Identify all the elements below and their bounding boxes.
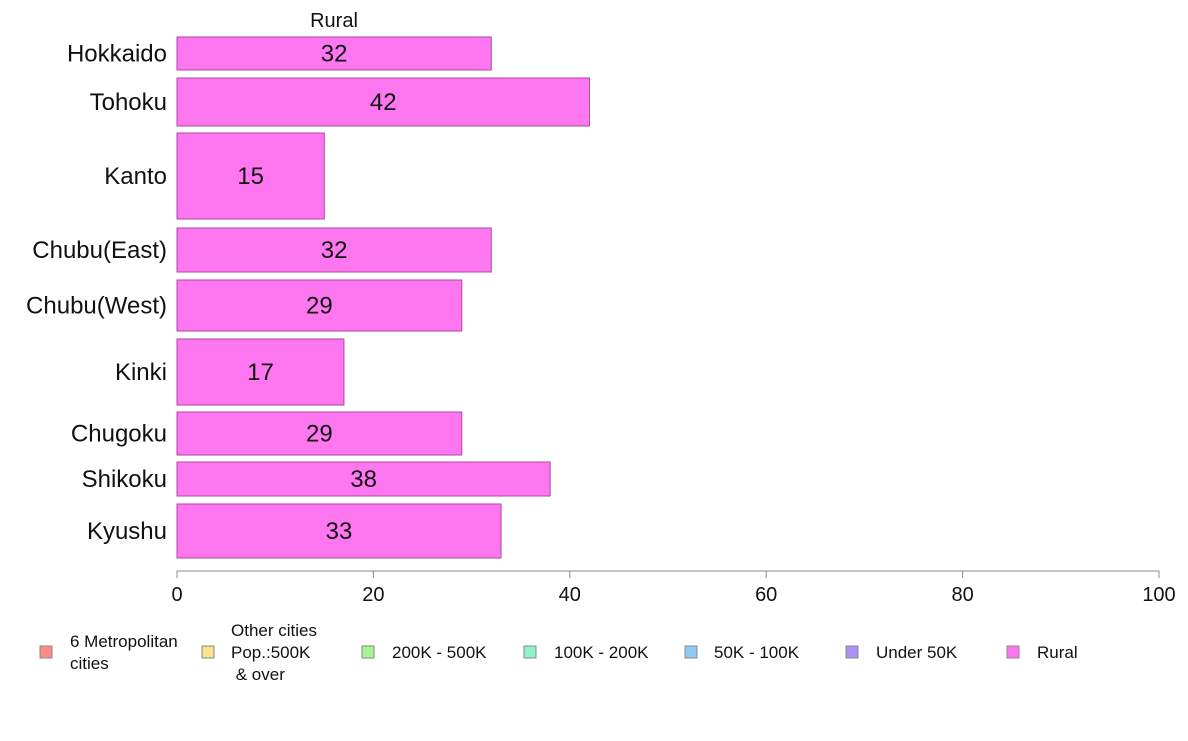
bar-chugoku — [176, 411, 463, 456]
category-label: Kyushu — [87, 518, 167, 545]
bar-hokkaido — [176, 36, 492, 71]
x-tick-label: 20 — [362, 584, 384, 606]
legend-swatch — [201, 645, 215, 659]
x-tick-label: 80 — [951, 584, 973, 606]
legend-entry-other-cities: Other cities Pop.:500K & over — [201, 621, 317, 684]
legend-entry-under-50k: Under 50K — [845, 643, 958, 662]
chart-title: Rural — [310, 10, 358, 32]
x-tick-label: 40 — [559, 584, 581, 606]
bar-value-label: 32 — [321, 41, 348, 68]
legend-entry-200k-500k: 200K - 500K — [361, 643, 487, 662]
x-tick-label: 100 — [1142, 584, 1175, 606]
bar-value-label: 33 — [326, 518, 353, 545]
legend-entry-6-metropolitan: 6 Metropolitan cities — [39, 632, 178, 673]
legend-swatch — [361, 645, 375, 659]
legend-label: 50K - 100K — [714, 643, 800, 662]
category-label: Chubu(East) — [32, 237, 167, 264]
legend-entry-rural: Rural — [1006, 643, 1078, 662]
bar-value-label: 38 — [350, 466, 377, 493]
bar-value-label: 32 — [321, 237, 348, 264]
legend-entry-100k-200k: 100K - 200K — [523, 643, 649, 662]
category-label: Kanto — [104, 163, 167, 190]
legend-swatch — [845, 645, 859, 659]
bar-value-label: 15 — [237, 163, 264, 190]
bar-kyushu — [176, 503, 502, 559]
bar-value-label: 17 — [247, 359, 274, 386]
legend-label: Under 50K — [876, 643, 958, 662]
category-label: Chubu(West) — [26, 293, 167, 320]
bar-value-label: 29 — [306, 293, 333, 320]
legend-label: 100K - 200K — [554, 643, 649, 662]
legend-label: Rural — [1037, 643, 1078, 662]
bar-tohoku — [176, 77, 590, 127]
legend-label: 6 Metropolitan cities — [70, 632, 178, 673]
bar-chubu-east — [176, 227, 492, 273]
bar-chubu-west — [176, 279, 463, 332]
legend-swatch — [523, 645, 537, 659]
category-label: Hokkaido — [67, 41, 167, 68]
bar-shikoku — [176, 461, 551, 497]
bar-value-label: 42 — [370, 89, 397, 116]
x-tick-label: 0 — [171, 584, 182, 606]
legend-label: 200K - 500K — [392, 643, 487, 662]
bar-kinki — [176, 338, 345, 406]
legend: 6 Metropolitan cities Other cities Pop.:500… — [39, 621, 1078, 684]
category-label: Tohoku — [90, 89, 167, 116]
bar-kanto — [176, 132, 325, 220]
legend-label: Other cities Pop.:500K & over — [231, 621, 317, 684]
bar-value-label: 29 — [306, 421, 333, 448]
legend-swatch — [1006, 645, 1020, 659]
legend-entry-50k-100k: 50K - 100K — [684, 643, 800, 662]
bars-layer: 32 Hokkaido 42 Tohoku 15 Kanto 32 Chubu(East) 29… — [26, 36, 590, 559]
category-label: Shikoku — [82, 466, 167, 493]
x-tick-label: 60 — [755, 584, 777, 606]
category-label: Kinki — [115, 359, 167, 386]
x-axis: 0 20 40 60 80 100 — [171, 570, 1176, 606]
category-label: Chugoku — [71, 421, 167, 448]
legend-swatch — [39, 645, 53, 659]
legend-swatch — [684, 645, 698, 659]
